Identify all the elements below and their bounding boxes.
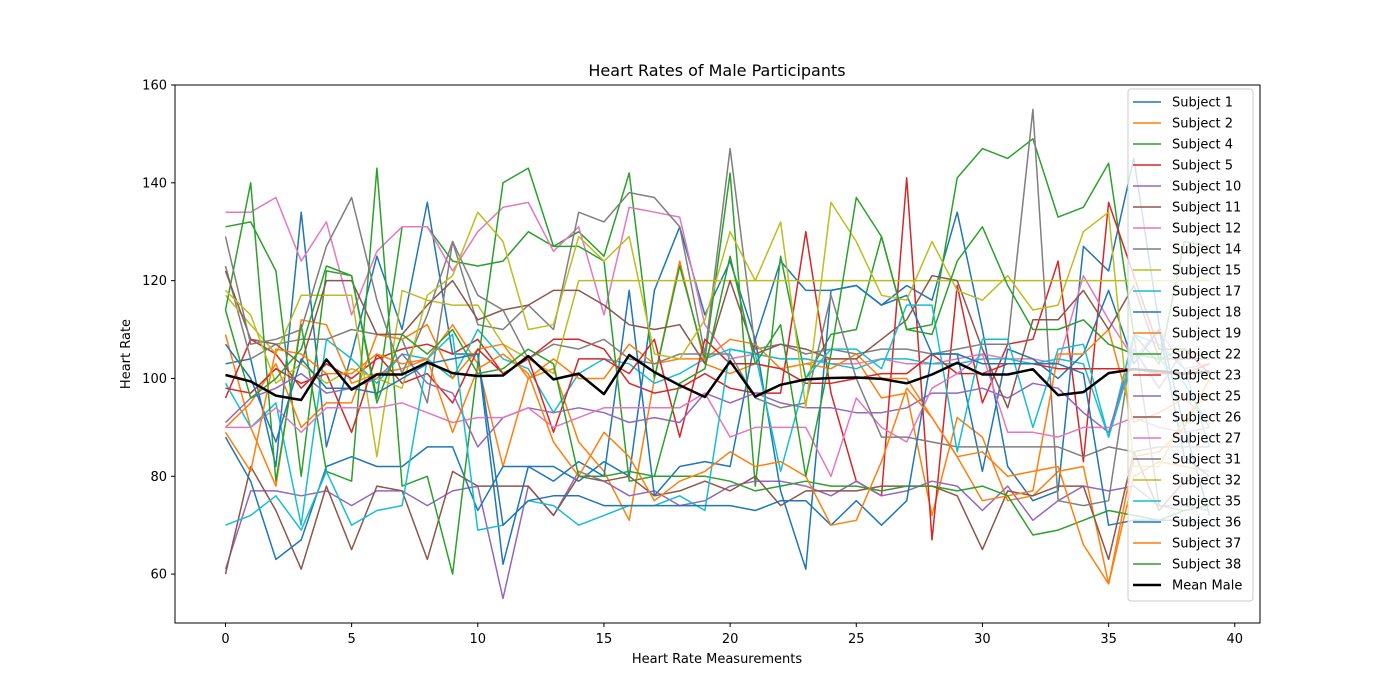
- series-line-subject-22: [224, 167, 1210, 575]
- y-tick-label: 60: [150, 568, 167, 583]
- y-tick-label: 80: [150, 470, 167, 485]
- series-line-subject-38: [224, 196, 1210, 478]
- series-line-mean-male: [225, 353, 1210, 402]
- x-tick-label: 35: [1100, 632, 1117, 647]
- series-line-subject-11: [224, 451, 1210, 575]
- legend-label: Subject 36: [1172, 516, 1241, 531]
- legend-label: Subject 26: [1172, 411, 1241, 426]
- legend-label: Subject 2: [1172, 117, 1233, 132]
- legend-label: Subject 5: [1172, 159, 1233, 174]
- legend-label: Subject 12: [1172, 222, 1241, 237]
- y-axis: 60 80 100 120 140 160: [142, 79, 175, 583]
- x-axis: 0 5 10 15 20 25 30 35 40: [221, 623, 1243, 647]
- legend: Subject 1 Subject 2 Subject 4 Subject 5 Subj…: [1127, 88, 1254, 602]
- x-tick-label: 25: [848, 632, 865, 647]
- legend-label: Subject 37: [1172, 537, 1241, 552]
- legend-label: Subject 25: [1172, 390, 1241, 405]
- x-axis-label: Heart Rate Measurements: [632, 652, 803, 667]
- y-tick-label: 120: [142, 274, 167, 289]
- x-tick-label: 10: [470, 632, 487, 647]
- series-line-subject-18: [224, 284, 1210, 570]
- legend-label: Subject 32: [1172, 474, 1241, 489]
- legend-label: Subject 14: [1172, 243, 1241, 258]
- legend-label: Subject 17: [1172, 285, 1241, 300]
- x-tick-label: 5: [347, 632, 355, 647]
- legend-label: Subject 15: [1172, 264, 1241, 279]
- series-line-subject-10: [224, 470, 1210, 600]
- series-line-subject-37: [224, 348, 1211, 585]
- plot-frame: [174, 84, 1261, 624]
- legend-label: Subject 18: [1172, 306, 1241, 321]
- legend-label: Mean Male: [1172, 579, 1242, 594]
- legend-label: Subject 19: [1172, 327, 1241, 342]
- legend-label: Subject 23: [1172, 369, 1241, 384]
- y-axis-label: Heart Rate: [119, 319, 134, 389]
- x-tick-label: 30: [974, 632, 991, 647]
- x-tick-label: 20: [722, 632, 739, 647]
- series-line-subject-31: [224, 196, 1210, 458]
- legend-label: Subject 35: [1172, 495, 1241, 510]
- series-line-subject-35: [225, 304, 1211, 531]
- legend-label: Subject 27: [1172, 432, 1241, 447]
- legend-label: Subject 31: [1172, 453, 1241, 468]
- y-tick-label: 140: [142, 176, 167, 191]
- x-tick-label: 15: [596, 632, 613, 647]
- y-tick-label: 100: [142, 372, 167, 387]
- legend-label: Subject 22: [1172, 348, 1241, 363]
- legend-label: Subject 10: [1172, 180, 1241, 195]
- series-line-subject-4: [225, 138, 1210, 487]
- x-tick-label: 0: [221, 632, 229, 647]
- series-line-subject-26: [224, 270, 1210, 409]
- series-line-subject-27: [225, 353, 1210, 478]
- legend-label: Subject 11: [1172, 201, 1241, 216]
- series-line-subject-32: [224, 201, 1211, 468]
- legend-label: Subject 38: [1172, 558, 1241, 573]
- series-line-subject-36: [224, 343, 1210, 526]
- legend-box: [1127, 88, 1254, 602]
- legend-label: Subject 4: [1172, 138, 1233, 153]
- legend-label: Subject 1: [1172, 96, 1233, 111]
- y-tick-label: 160: [142, 79, 167, 94]
- x-tick-label: 40: [1226, 632, 1243, 647]
- chart-title: Heart Rates of Male Participants: [588, 61, 845, 80]
- series-line-subject-1: [225, 157, 1211, 566]
- plot-lines: [224, 108, 1211, 600]
- series-line-subject-25: [224, 348, 1210, 448]
